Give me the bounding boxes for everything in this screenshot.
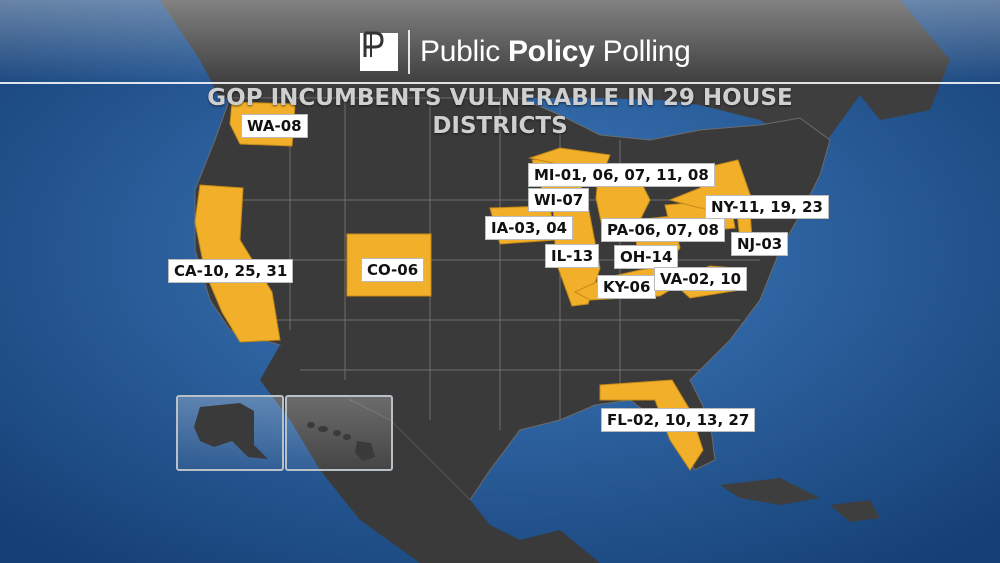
label-ca: CA-10, 25, 31 bbox=[168, 259, 294, 283]
cuba-landmass bbox=[720, 478, 820, 505]
label-ny: NY-11, 19, 23 bbox=[705, 195, 829, 219]
pp-logo-icon bbox=[360, 31, 398, 71]
label-nj: NJ-03 bbox=[731, 232, 789, 256]
pp-logo-glyph bbox=[363, 31, 384, 57]
brand-name-bold: Policy bbox=[507, 35, 595, 68]
brand-divider bbox=[408, 30, 410, 74]
label-ia: IA-03, 04 bbox=[485, 216, 574, 240]
brand-logo: Public Policy Polling bbox=[360, 30, 691, 74]
label-wi: WI-07 bbox=[528, 188, 590, 212]
headline-line-1: GOP INCUMBENTS VULNERABLE IN 29 HOUSE bbox=[207, 85, 793, 111]
state-florida bbox=[599, 379, 704, 471]
hawaii-shape bbox=[307, 422, 375, 461]
label-il: IL-13 bbox=[545, 244, 600, 268]
label-fl: FL-02, 10, 13, 27 bbox=[601, 408, 756, 432]
alaska-shape bbox=[194, 403, 268, 459]
headline: GOP INCUMBENTS VULNERABLE IN 29 HOUSE DI… bbox=[200, 84, 800, 140]
headline-line-2: DISTRICTS bbox=[432, 113, 568, 139]
header-rule bbox=[0, 82, 1000, 84]
brand-name-suffix: Polling bbox=[594, 35, 691, 68]
label-oh: OH-14 bbox=[614, 245, 679, 269]
header-band bbox=[0, 0, 1000, 84]
hispaniola-landmass bbox=[830, 500, 880, 522]
label-mi: MI-01, 06, 07, 11, 08 bbox=[528, 163, 715, 187]
label-wa: WA-08 bbox=[241, 114, 308, 138]
label-va: VA-02, 10 bbox=[654, 267, 748, 291]
mexico-landmass bbox=[260, 345, 600, 563]
inset-alaska bbox=[176, 395, 284, 471]
label-pa: PA-06, 07, 08 bbox=[601, 218, 725, 242]
brand-name-prefix: Public bbox=[420, 35, 508, 68]
label-ky: KY-06 bbox=[597, 275, 657, 299]
brand-name: Public Policy Polling bbox=[420, 35, 691, 69]
label-co: CO-06 bbox=[361, 258, 425, 282]
inset-hawaii bbox=[285, 395, 393, 471]
